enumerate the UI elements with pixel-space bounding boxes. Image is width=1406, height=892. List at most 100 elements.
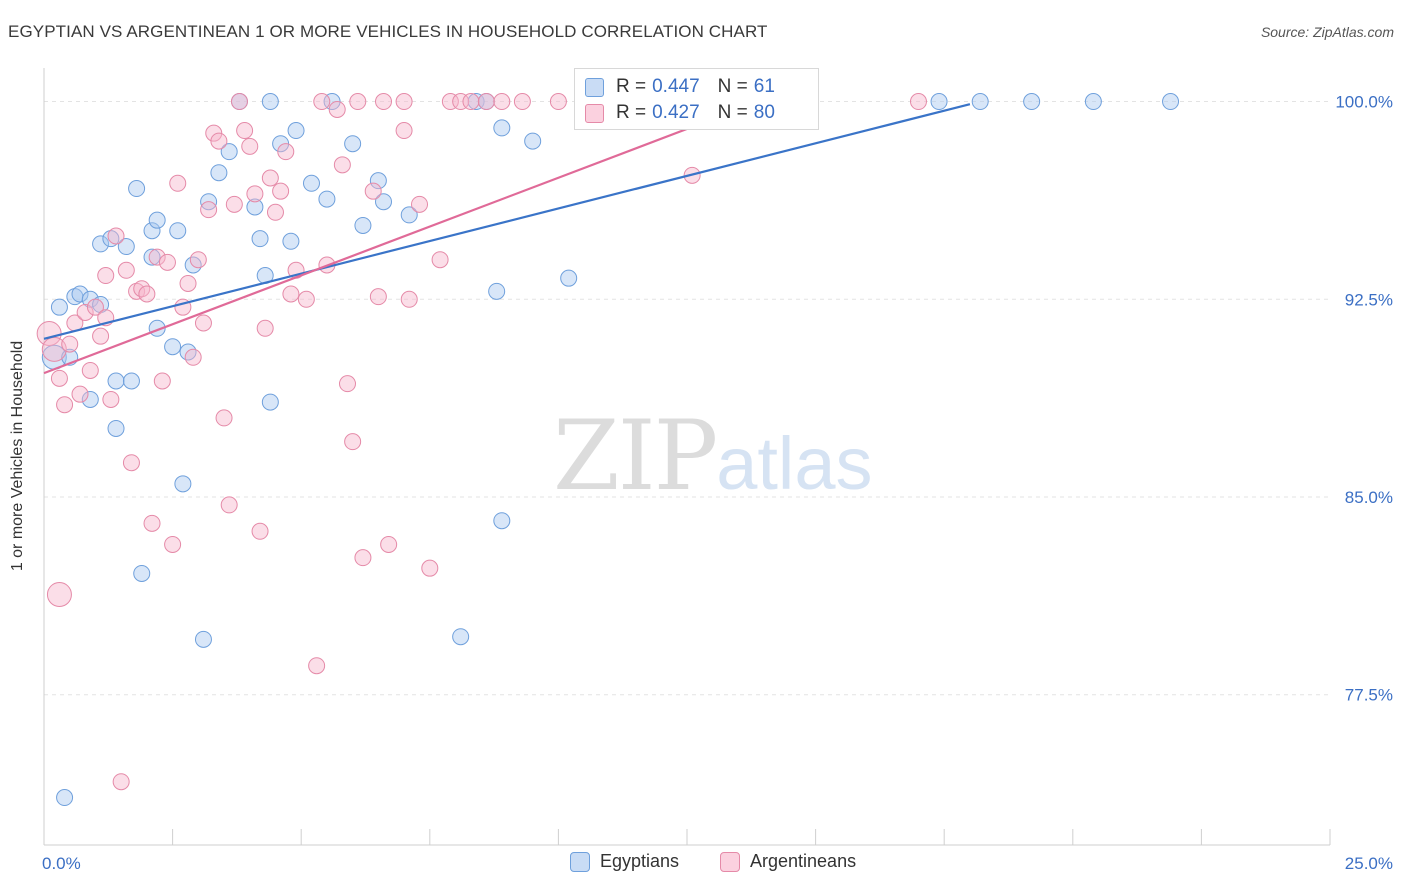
point-argentineans [236, 122, 254, 140]
watermark-zip: ZIP [553, 400, 718, 512]
point-argentineans [411, 195, 429, 213]
point-argentineans [86, 298, 104, 316]
point-egyptians [133, 564, 151, 582]
point-argentineans [549, 93, 567, 111]
point-egyptians [194, 630, 212, 648]
point-egyptians [143, 222, 161, 240]
point-argentineans [297, 290, 315, 308]
point-egyptians [92, 296, 110, 314]
point-egyptians [210, 164, 228, 182]
point-argentineans [81, 361, 99, 379]
y-tick-label: 92.5% [1345, 290, 1393, 309]
point-argentineans [210, 132, 228, 150]
point-egyptians [117, 238, 135, 256]
point-egyptians [261, 393, 279, 411]
point-egyptians [488, 282, 506, 300]
point-argentineans [184, 348, 202, 366]
stat-n-label: N = [717, 102, 748, 123]
grid-lines [44, 101, 1330, 696]
point-egyptians [169, 222, 187, 240]
point-argentineans [117, 261, 135, 279]
point-argentineans [215, 409, 233, 427]
correlation-stats-box: R = 0.447 N = 61 R = 0.427 N = 80 [574, 68, 819, 130]
point-argentineans [122, 454, 140, 472]
point-argentineans [909, 93, 927, 111]
point-egyptians [452, 628, 470, 646]
point-argentineans [246, 185, 264, 203]
source-credit: Source: ZipAtlas.com [1260, 24, 1394, 40]
point-argentineans [441, 93, 459, 111]
legend-swatch-argentineans [720, 851, 740, 872]
point-egyptians [1084, 93, 1102, 111]
y-tick-label: 85.0% [1345, 488, 1393, 507]
point-egyptians [102, 230, 120, 248]
point-egyptians [220, 143, 238, 161]
trend-lines [43, 100, 971, 375]
point-egyptians [524, 132, 542, 150]
point-egyptians [302, 174, 320, 192]
point-argentineans [112, 773, 130, 791]
watermark-atlas: atlas [716, 422, 873, 505]
point-egyptians [344, 135, 362, 153]
legend-item-egyptians[interactable]: Egyptians [570, 851, 679, 872]
point-egyptians [369, 172, 387, 190]
point-egyptians [81, 390, 99, 408]
x-tick-label: 25.0% [1345, 854, 1393, 873]
legend: Egyptians Argentineans [0, 851, 1406, 879]
point-egyptians [143, 248, 161, 266]
point-argentineans [313, 93, 331, 111]
point-argentineans [194, 314, 212, 332]
point-argentineans [143, 514, 161, 532]
trend-line-argentineans [43, 100, 760, 375]
point-argentineans [344, 433, 362, 451]
point-egyptians [50, 298, 68, 316]
point-argentineans [462, 93, 480, 111]
point-egyptians [107, 419, 125, 437]
point-egyptians [122, 372, 140, 390]
legend-label-egyptians: Egyptians [600, 851, 680, 871]
point-argentineans [452, 93, 470, 111]
point-argentineans [395, 122, 413, 140]
y-tick-label: 100.0% [1335, 93, 1393, 112]
point-argentineans [431, 251, 449, 269]
point-argentineans [71, 385, 89, 403]
point-argentineans [189, 251, 207, 269]
point-egyptians [282, 232, 300, 250]
point-argentineans [97, 267, 115, 285]
stat-n-value: 61 [753, 76, 775, 97]
point-argentineans [266, 203, 284, 221]
point-egyptians [560, 269, 578, 287]
legend-label-argentineans: Argentineans [750, 851, 857, 871]
point-argentineans [76, 303, 94, 321]
point-egyptians [493, 512, 511, 530]
point-argentineans [282, 285, 300, 303]
point-argentineans [138, 285, 156, 303]
point-argentineans [364, 182, 382, 200]
point-argentineans [400, 290, 418, 308]
legend-item-argentineans[interactable]: Argentineans [720, 851, 856, 872]
point-argentineans [421, 559, 439, 577]
point-argentineans [395, 93, 413, 111]
point-egyptians [92, 235, 110, 253]
point-argentineans [380, 535, 398, 553]
stat-n-label: N = [717, 76, 748, 97]
point-argentineans [308, 657, 326, 675]
stat-r-label: R = [616, 102, 647, 123]
point-egyptians [251, 230, 269, 248]
axes [43, 68, 1331, 846]
point-egyptians [164, 338, 182, 356]
point-argentineans [107, 227, 125, 245]
point-argentineans [277, 143, 295, 161]
stat-r-value: 0.447 [652, 76, 700, 97]
point-egyptians [1023, 93, 1041, 111]
point-egyptians [287, 122, 305, 140]
point-argentineans [220, 496, 238, 514]
point-egyptians [148, 211, 166, 229]
point-argentineans [375, 93, 393, 111]
point-egyptians [354, 216, 372, 234]
point-argentineans [513, 93, 531, 111]
point-argentineans [338, 375, 356, 393]
point-argentineans [369, 288, 387, 306]
point-egyptians [246, 198, 264, 216]
